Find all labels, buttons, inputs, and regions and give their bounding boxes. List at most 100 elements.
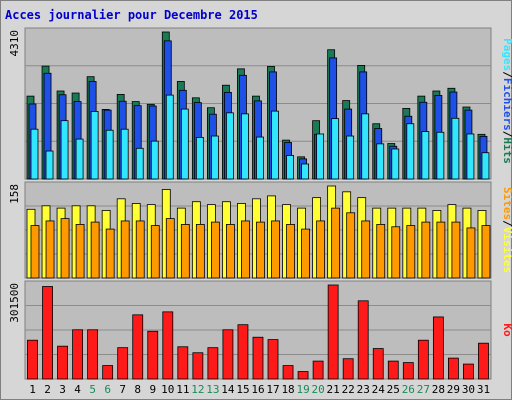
x-tick-label: 10 bbox=[161, 383, 174, 396]
bar-pages-day-15 bbox=[241, 113, 249, 180]
bar-sites-day-18 bbox=[286, 224, 295, 279]
legend-entry: Hits bbox=[501, 137, 512, 164]
bar-pages-day-21 bbox=[331, 118, 340, 180]
x-tick-label: 19 bbox=[296, 383, 309, 396]
bar-sites-day-25 bbox=[391, 226, 401, 279]
bar-pages-day-30 bbox=[466, 133, 475, 180]
legend-entry: Pages bbox=[501, 38, 512, 71]
bar-kb-day-26 bbox=[402, 362, 414, 380]
legend-entry: Ko bbox=[501, 323, 512, 337]
legend-entry: Visites bbox=[501, 227, 512, 273]
x-tick-label: 6 bbox=[104, 383, 111, 396]
bar-pages-day-27 bbox=[421, 131, 430, 180]
bar-pages-day-29 bbox=[451, 117, 460, 180]
bar-sites-day-9 bbox=[150, 225, 160, 279]
bar-sites-day-1 bbox=[30, 225, 40, 279]
x-tick-label: 11 bbox=[176, 383, 189, 396]
bar-pages-day-10 bbox=[165, 94, 174, 180]
bar-sites-day-3 bbox=[60, 218, 70, 279]
bar-pages-day-25 bbox=[391, 148, 400, 180]
bar-kb-day-11 bbox=[177, 346, 189, 380]
x-tick-label: 24 bbox=[372, 383, 386, 396]
bar-sites-day-10 bbox=[165, 218, 175, 279]
legend-entry: / bbox=[501, 71, 512, 78]
x-tick-label: 4 bbox=[74, 383, 81, 396]
bar-pages-day-31 bbox=[481, 152, 490, 180]
bar-kb-day-5 bbox=[87, 329, 99, 380]
bar-kb-day-8 bbox=[132, 314, 144, 380]
bar-sites-day-28 bbox=[436, 221, 446, 279]
legend-2: Sites/Visites bbox=[501, 187, 512, 273]
bar-kb-day-4 bbox=[72, 329, 83, 380]
bar-pages-day-11 bbox=[180, 108, 189, 180]
x-tick-label: 31 bbox=[477, 383, 490, 396]
bar-kb-day-14 bbox=[222, 329, 234, 380]
bar-kb-day-9 bbox=[147, 330, 159, 380]
bar-sites-day-13 bbox=[210, 221, 220, 279]
x-tick-label: 27 bbox=[417, 383, 430, 396]
bar-kb-day-20 bbox=[312, 360, 324, 380]
bar-sites-day-7 bbox=[120, 220, 130, 279]
x-tick-label: 13 bbox=[206, 383, 219, 396]
bar-kb-day-30 bbox=[463, 363, 474, 380]
bar-sites-day-5 bbox=[90, 221, 100, 279]
x-tick-label: 26 bbox=[402, 383, 415, 396]
bar-sites-day-2 bbox=[45, 220, 55, 279]
x-tick-label: 9 bbox=[149, 383, 156, 396]
bar-kb-day-7 bbox=[117, 347, 129, 380]
bar-pages-day-24 bbox=[376, 143, 385, 180]
bar-sites-day-16 bbox=[256, 221, 265, 279]
bar-sites-day-15 bbox=[241, 220, 250, 279]
x-tick-label: 29 bbox=[447, 383, 460, 396]
chart-title: Acces journalier pour Decembre 2015 bbox=[5, 8, 258, 22]
bar-kb-day-19 bbox=[297, 371, 309, 380]
bar-pages-day-22 bbox=[346, 135, 355, 180]
bar-kb-day-18 bbox=[282, 365, 294, 380]
x-tick-label: 5 bbox=[89, 383, 96, 396]
bar-kb-day-13 bbox=[207, 347, 219, 380]
bar-pages-day-12 bbox=[195, 136, 204, 180]
bar-kb-day-23 bbox=[357, 300, 369, 380]
bar-kb-day-21 bbox=[327, 284, 339, 380]
bar-pages-day-16 bbox=[256, 136, 264, 180]
legend-entry: Fichiers bbox=[501, 78, 512, 131]
bar-kb-day-29 bbox=[448, 357, 459, 380]
bar-kb-day-25 bbox=[387, 360, 399, 380]
bar-sites-day-26 bbox=[406, 225, 416, 279]
bar-pages-day-17 bbox=[271, 110, 279, 180]
bar-pages-day-9 bbox=[150, 140, 159, 180]
legend-entry: Sites bbox=[501, 187, 512, 220]
y-max-label-1: 4310 bbox=[8, 30, 21, 57]
bar-kb-day-1 bbox=[27, 339, 38, 380]
bar-kb-day-17 bbox=[267, 339, 279, 380]
bar-pages-day-6 bbox=[105, 129, 114, 180]
bar-sites-day-19 bbox=[301, 228, 310, 279]
x-tick-label: 8 bbox=[134, 383, 141, 396]
bar-sites-day-27 bbox=[421, 221, 431, 279]
x-tick-label: 18 bbox=[281, 383, 294, 396]
bar-pages-day-4 bbox=[75, 138, 84, 180]
x-tick-label: 12 bbox=[191, 383, 204, 396]
bar-sites-day-4 bbox=[75, 224, 85, 279]
bar-kb-day-27 bbox=[417, 339, 429, 380]
x-tick-label: 16 bbox=[251, 383, 264, 396]
bar-sites-day-17 bbox=[271, 220, 280, 279]
bar-kb-day-31 bbox=[478, 342, 489, 380]
x-tick-label: 20 bbox=[312, 383, 325, 396]
bar-sites-day-24 bbox=[376, 224, 386, 279]
legend-1: Pages/Fichiers/Hits bbox=[501, 38, 512, 164]
bar-kb-day-15 bbox=[237, 324, 249, 380]
bar-pages-day-23 bbox=[361, 113, 370, 180]
bar-sites-day-6 bbox=[105, 228, 115, 279]
bar-pages-day-13 bbox=[210, 135, 219, 180]
bar-kb-day-16 bbox=[252, 336, 264, 380]
x-tick-label: 21 bbox=[327, 383, 340, 396]
bar-sites-day-8 bbox=[135, 220, 145, 279]
bar-pages-day-2 bbox=[45, 150, 54, 180]
bar-sites-day-12 bbox=[195, 224, 205, 279]
bar-pages-day-19 bbox=[301, 163, 309, 180]
y-max-label-2: 158 bbox=[8, 184, 21, 204]
bar-sites-day-22 bbox=[346, 212, 356, 279]
